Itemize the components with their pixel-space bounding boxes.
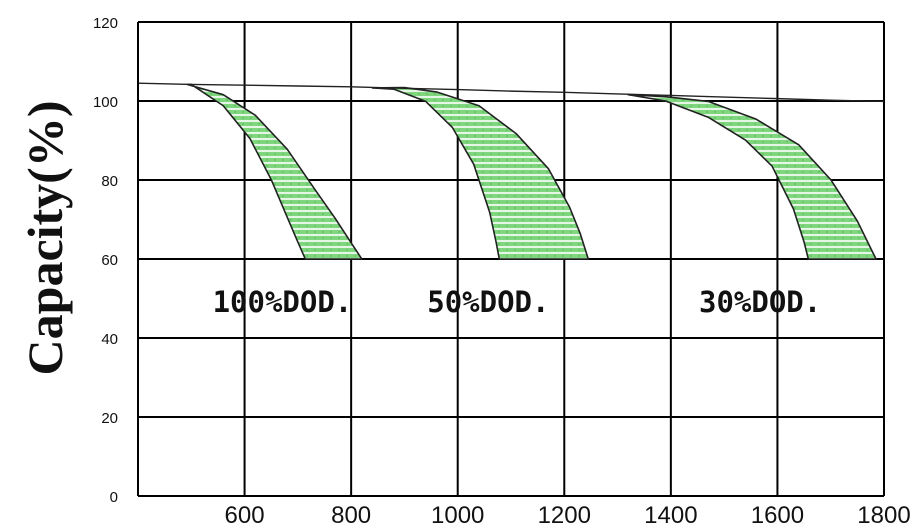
x-tick-label: 1200 — [538, 502, 591, 529]
baseline-line — [137, 82, 885, 103]
x-tick-label: 1800 — [857, 502, 910, 529]
dod-label: 30%DOD. — [699, 285, 821, 319]
y-tick-label: 20 — [101, 410, 118, 427]
y-tick-label: 120 — [93, 15, 118, 32]
dod-band — [627, 93, 877, 260]
y-tick-label: 0 — [110, 489, 118, 506]
grid — [138, 21, 885, 496]
y-tick-label: 100 — [93, 94, 118, 111]
baseline — [137, 82, 885, 103]
x-tick-label: 600 — [225, 502, 265, 529]
x-tick-label: 800 — [331, 502, 371, 529]
axes — [137, 22, 884, 497]
y-tick-label: 60 — [101, 252, 118, 269]
y-axis-label: Capacity(%) — [17, 101, 73, 376]
y-tick-label: 40 — [101, 331, 118, 348]
labels: 600 800 1000 1200 1400 1600 1800 0 20 40 60 80 100 12… — [93, 15, 911, 529]
dod-band — [371, 86, 590, 260]
dod-label: 50%DOD. — [427, 285, 549, 319]
dod-label: 100%DOD. — [213, 285, 353, 319]
x-tick-label: 1000 — [431, 502, 484, 529]
y-tick-label: 80 — [101, 173, 118, 190]
x-tick-label: 1600 — [751, 502, 804, 529]
dod-band — [186, 83, 363, 260]
x-tick-label: 1400 — [644, 502, 697, 529]
dod-bands — [186, 83, 877, 260]
